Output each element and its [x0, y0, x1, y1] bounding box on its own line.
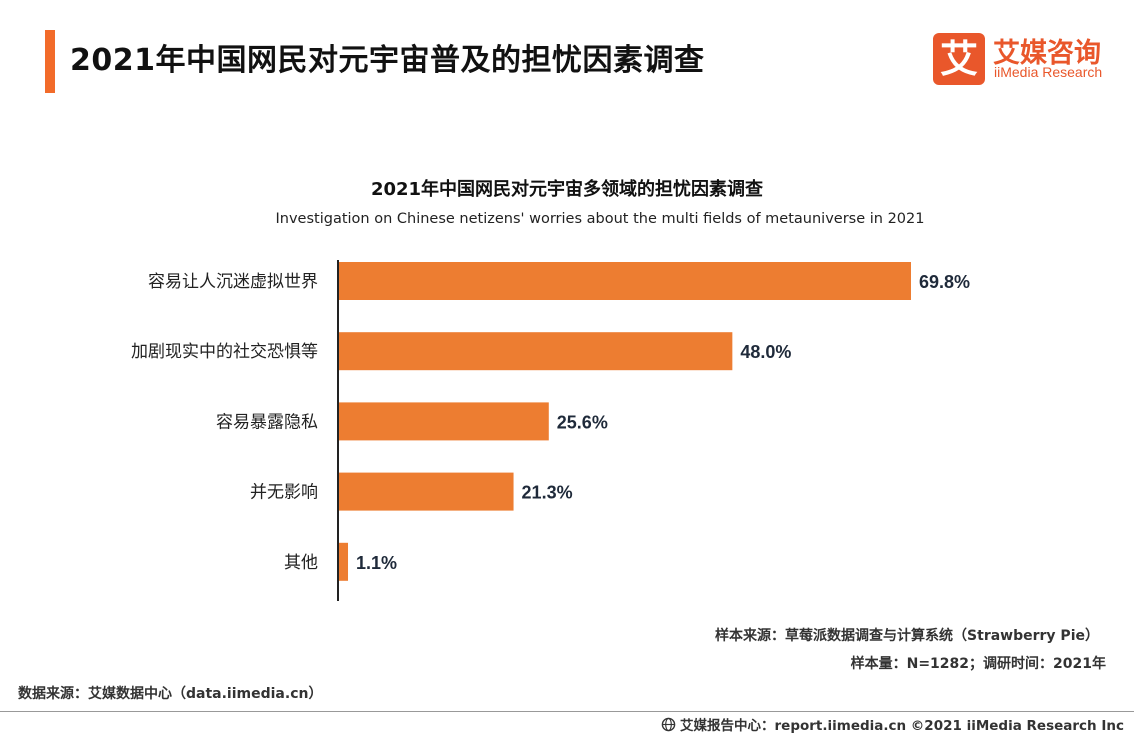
data-source: 数据来源：艾媒数据中心（data.iimedia.cn） [18, 686, 323, 702]
sample-source: 样本来源：草莓派数据调查与计算系统（Strawberry Pie） [715, 628, 1099, 644]
logo-icon: 艾 [933, 33, 985, 85]
value-label: 25.6% [557, 412, 608, 432]
logo-cn-text: 艾媒咨询 [993, 38, 1101, 69]
footer-divider [0, 711, 1134, 712]
title-accent-bar [45, 30, 55, 93]
chart-title: 2021年中国网民对元宇宙多领域的担忧因素调查 [370, 179, 764, 200]
value-label: 21.3% [522, 483, 573, 503]
logo-en-text: iiMedia Research [994, 64, 1103, 80]
sample-info: 样本量：N=1282；调研时间：2021年 [850, 656, 1106, 672]
footer-text: 艾媒报告中心：report.iimedia.cn ©2021 iiMedia R… [680, 718, 1124, 734]
category-label: 其他 [284, 553, 318, 573]
value-label: 69.8% [919, 272, 970, 292]
chart-subtitle: Investigation on Chinese netizens' worri… [275, 211, 925, 227]
bar [339, 472, 514, 511]
iimedia-logo: 艾 艾媒咨询 iiMedia Research [933, 33, 1113, 85]
globe-icon [661, 717, 676, 731]
category-label: 容易让人沉迷虚拟世界 [148, 272, 318, 292]
bar [339, 402, 549, 441]
bar [339, 262, 911, 300]
bar [339, 332, 733, 371]
category-label: 容易暴露隐私 [216, 412, 318, 432]
value-label: 48.0% [740, 342, 791, 362]
bar [339, 542, 349, 581]
value-label: 1.1% [356, 553, 397, 573]
category-label: 加剧现实中的社交恐惧等 [131, 342, 318, 362]
category-label: 并无影响 [250, 483, 318, 503]
footer: 艾媒报告中心：report.iimedia.cn ©2021 iiMedia R… [661, 714, 1124, 734]
page-title: 2021年中国网民对元宇宙普及的担忧因素调查 [70, 43, 705, 78]
